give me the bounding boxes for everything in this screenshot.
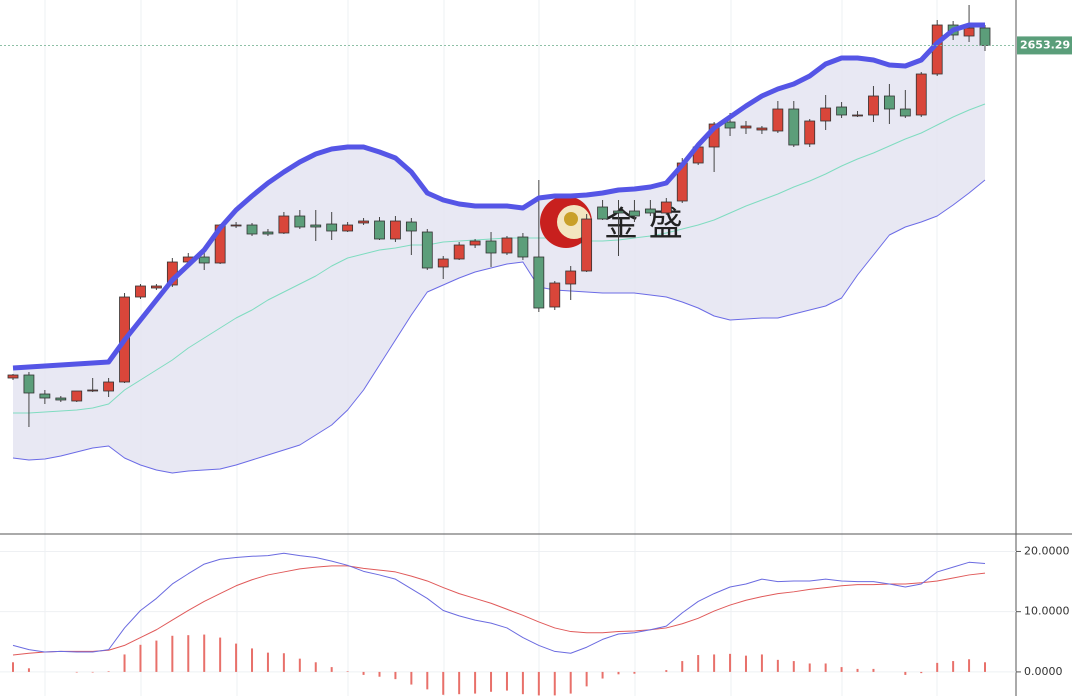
v-grid [44,0,938,696]
candle-body [772,108,784,132]
logo-ball [564,212,578,226]
candle-body [868,95,879,116]
candle-body [915,73,927,116]
dif-line [12,552,986,654]
candle-body [151,285,162,289]
y-tick-label: 10.0000 [1024,605,1070,618]
candle-body [581,218,593,272]
candle-body [278,215,290,234]
candle-body [740,125,752,129]
candle-body [103,381,115,392]
candle-body [533,256,545,309]
candle-body [326,223,338,232]
candle-body [883,95,895,110]
candle-body [437,258,449,268]
candle-body [294,215,306,228]
candle-body [390,220,401,240]
y-tick-label: 0.0000 [1024,665,1063,678]
candle-body [405,221,417,232]
candle-body [899,108,911,117]
candle-body [230,224,242,227]
candle-body [87,389,99,392]
upper-band [12,22,985,371]
candle-body [836,106,847,116]
candle-body [852,114,863,117]
candle-body [246,224,258,235]
candle-body [963,27,975,37]
middle-band [13,103,986,414]
candle-body [549,282,561,308]
candle-body [485,240,497,254]
lower-band [12,179,986,474]
candle-body [198,256,210,264]
candle-body [660,201,672,214]
y-tick-label: 20.0000 [1024,544,1070,557]
candle-body [135,285,146,298]
candle-body [501,237,513,254]
band-fill [13,25,985,473]
last-price-label: 2653.29 [1020,38,1070,51]
candle-body [613,210,624,214]
candle-body [756,127,768,131]
candle-body [629,210,640,217]
candle-body [979,27,991,46]
candle-body [597,206,608,220]
candle-body [804,120,816,145]
last-price-tag [1017,36,1072,55]
candle-body [788,108,800,146]
candle-body [724,121,736,129]
candle-body [358,220,369,224]
candle-body [565,270,577,285]
candle-body [374,220,385,240]
candle-body [55,397,67,401]
candle-body [39,393,51,399]
candle-body [71,390,83,402]
candle-body [644,208,656,214]
candle-body [820,107,832,122]
candle-body [453,244,465,260]
candle-body [7,374,19,379]
candle-body [262,231,274,235]
candle-body [310,224,322,228]
candle-body [421,231,433,269]
dea-line [12,565,986,656]
candle-body [517,236,529,258]
candle-body [469,240,481,246]
candle-body [342,224,354,232]
candle-body [23,374,35,394]
